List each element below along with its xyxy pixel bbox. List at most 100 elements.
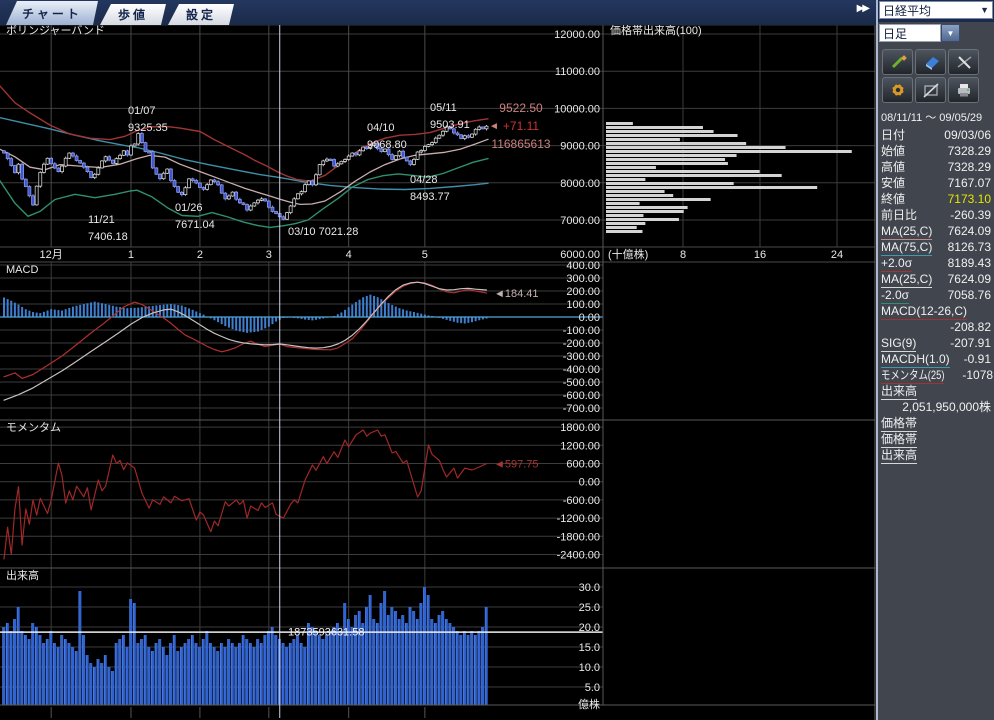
toolbar-button-gear[interactable] <box>882 77 913 103</box>
indicator-row: SIG(9) -207.91 <box>878 335 994 352</box>
indicator-row: 前日比 -260.39 <box>878 207 994 223</box>
svg-text:03/10 7021.28: 03/10 7021.28 <box>288 226 358 238</box>
indicator-value: 8189.43 <box>947 256 991 270</box>
toolbar-button-eraser[interactable] <box>915 49 946 75</box>
svg-text:-300.00: -300.00 <box>563 351 600 363</box>
indicator-value: -0.91 <box>963 352 991 366</box>
indicator-value: 7058.76 <box>947 288 991 302</box>
line-delete-icon <box>957 56 971 69</box>
indicator-link[interactable]: +2.0σ <box>881 256 913 272</box>
svg-text:-700.00: -700.00 <box>563 403 600 415</box>
indicator-row: MACDH(1.0) -0.91 <box>878 351 994 368</box>
chart-canvas[interactable]: 12000.00 11000.00 10000.00 9000.00 8000.00 70… <box>0 25 876 720</box>
indicator-value: 8126.73 <box>947 240 991 254</box>
svg-text:600.00: 600.00 <box>566 459 600 471</box>
svg-text:7000.00: 7000.00 <box>560 215 600 227</box>
svg-text:0.00: 0.00 <box>579 312 600 324</box>
indicator-link[interactable]: MACD(12-26,C) <box>881 304 968 320</box>
indicator-row: MA(75,C) 8126.73 <box>878 239 994 256</box>
indicator-link[interactable]: MA(25,C) <box>881 272 933 288</box>
indicator-label: 高値 <box>881 160 906 174</box>
svg-text:0.00: 0.00 <box>579 477 600 489</box>
toolbar-button-panel-delete[interactable] <box>915 77 946 103</box>
gear-icon <box>892 84 903 96</box>
indicator-value: -207.91 <box>950 336 991 350</box>
symbol-select[interactable]: 日経平均 ▼ <box>879 1 993 19</box>
indicator-value: 7624.09 <box>947 272 991 286</box>
panel-delete-icon <box>922 83 939 98</box>
indicator-row: MA(25,C) 7624.09 <box>878 223 994 240</box>
indicator-label: 前日比 <box>881 208 918 222</box>
indicator-link[interactable]: SIG(9) <box>881 336 917 352</box>
indicator-value: 7624.09 <box>947 224 991 238</box>
period-label: 日足 <box>883 26 908 41</box>
indicator-link[interactable]: 価格帯 <box>881 432 918 448</box>
tab-settings-label: 設定 <box>185 8 216 22</box>
tab-chart[interactable]: チャート <box>6 1 98 25</box>
indicator-value: -208.82 <box>950 320 991 334</box>
drawing-toolbar <box>881 48 985 104</box>
tab-overflow-icon[interactable]: ▶▶ <box>856 3 870 14</box>
svg-text:9325.35: 9325.35 <box>128 122 168 134</box>
svg-text:◄184.41: ◄184.41 <box>494 288 539 300</box>
indicator-label: 安値 <box>881 176 906 190</box>
symbol-label: 日経平均 <box>883 3 932 18</box>
svg-text:11/21: 11/21 <box>88 214 115 226</box>
indicator-label: 始値 <box>881 144 906 158</box>
indicator-link[interactable]: -2.0σ <box>881 288 910 304</box>
indicator-row: 価格帯 <box>878 415 994 432</box>
svg-text:-500.00: -500.00 <box>563 377 600 389</box>
svg-text:8000.00: 8000.00 <box>560 178 600 190</box>
indicator-row: 終値 7173.10 <box>878 191 994 207</box>
indicator-label: 日付 <box>881 128 906 142</box>
svg-text:モメンタム: モメンタム <box>6 421 61 434</box>
svg-text:-2400.00: -2400.00 <box>557 549 600 561</box>
indicator-value: -1078.14 <box>962 368 994 382</box>
period-dropdown-button[interactable]: ▼ <box>941 24 960 42</box>
svg-text:価格帯出来高(100): 価格帯出来高(100) <box>610 25 702 37</box>
tab-settings[interactable]: 設定 <box>168 4 234 25</box>
eraser-icon <box>925 57 939 70</box>
svg-text:-200.00: -200.00 <box>563 338 600 350</box>
indicator-row: 出来高 <box>878 383 994 400</box>
indicator-link[interactable]: モメンタム(25) <box>881 368 945 384</box>
indicator-row: -2.0σ 7058.76 <box>878 287 994 304</box>
indicator-row: 始値 7328.29 <box>878 143 994 159</box>
printer-icon <box>957 84 970 97</box>
svg-text:400.00: 400.00 <box>566 260 600 272</box>
svg-text:億株: 億株 <box>578 697 600 711</box>
indicator-link[interactable]: 出来高 <box>881 448 918 464</box>
indicator-link[interactable]: MACDH(1.0) <box>881 352 950 368</box>
svg-text:-1800.00: -1800.00 <box>557 531 600 543</box>
indicator-value: 7328.29 <box>947 144 991 158</box>
indicator-link[interactable]: MA(25,C) <box>881 224 933 240</box>
svg-text:15.0: 15.0 <box>579 642 600 654</box>
indicator-link[interactable]: 出来高 <box>881 384 918 400</box>
svg-text:11000.00: 11000.00 <box>555 66 600 78</box>
svg-text:5: 5 <box>422 249 428 261</box>
svg-text:01/07: 01/07 <box>128 105 156 117</box>
period-row: 日足 ▼ <box>878 22 994 46</box>
toolbar-button-pencil[interactable] <box>882 49 913 75</box>
indicator-value: 7167.07 <box>947 176 991 190</box>
indicator-link[interactable]: 価格帯 <box>881 416 918 432</box>
indicator-value: 2,051,950,000株 <box>902 400 991 414</box>
svg-text:04/28: 04/28 <box>410 174 438 186</box>
indicator-value: 7328.29 <box>947 160 991 174</box>
indicator-row: MA(25,C) 7624.09 <box>878 271 994 288</box>
toolbar-button-printer[interactable] <box>948 77 979 103</box>
period-select[interactable]: 日足 <box>879 24 941 42</box>
indicator-row: +2.0σ 8189.43 <box>878 255 994 272</box>
svg-text:1200.00: 1200.00 <box>560 440 600 452</box>
tab-tick[interactable]: 歩値 <box>100 4 166 25</box>
svg-text:-100.00: -100.00 <box>563 325 600 337</box>
svg-text:9000.00: 9000.00 <box>560 141 600 153</box>
indicator-link[interactable]: MA(75,C) <box>881 240 933 256</box>
toolbar-button-line-delete[interactable] <box>948 49 979 75</box>
svg-text:1800.00: 1800.00 <box>560 422 600 434</box>
svg-text:7671.04: 7671.04 <box>175 219 215 231</box>
svg-text:9503.91: 9503.91 <box>430 119 470 131</box>
svg-text:8: 8 <box>680 249 686 261</box>
svg-text:100.00: 100.00 <box>566 299 600 311</box>
